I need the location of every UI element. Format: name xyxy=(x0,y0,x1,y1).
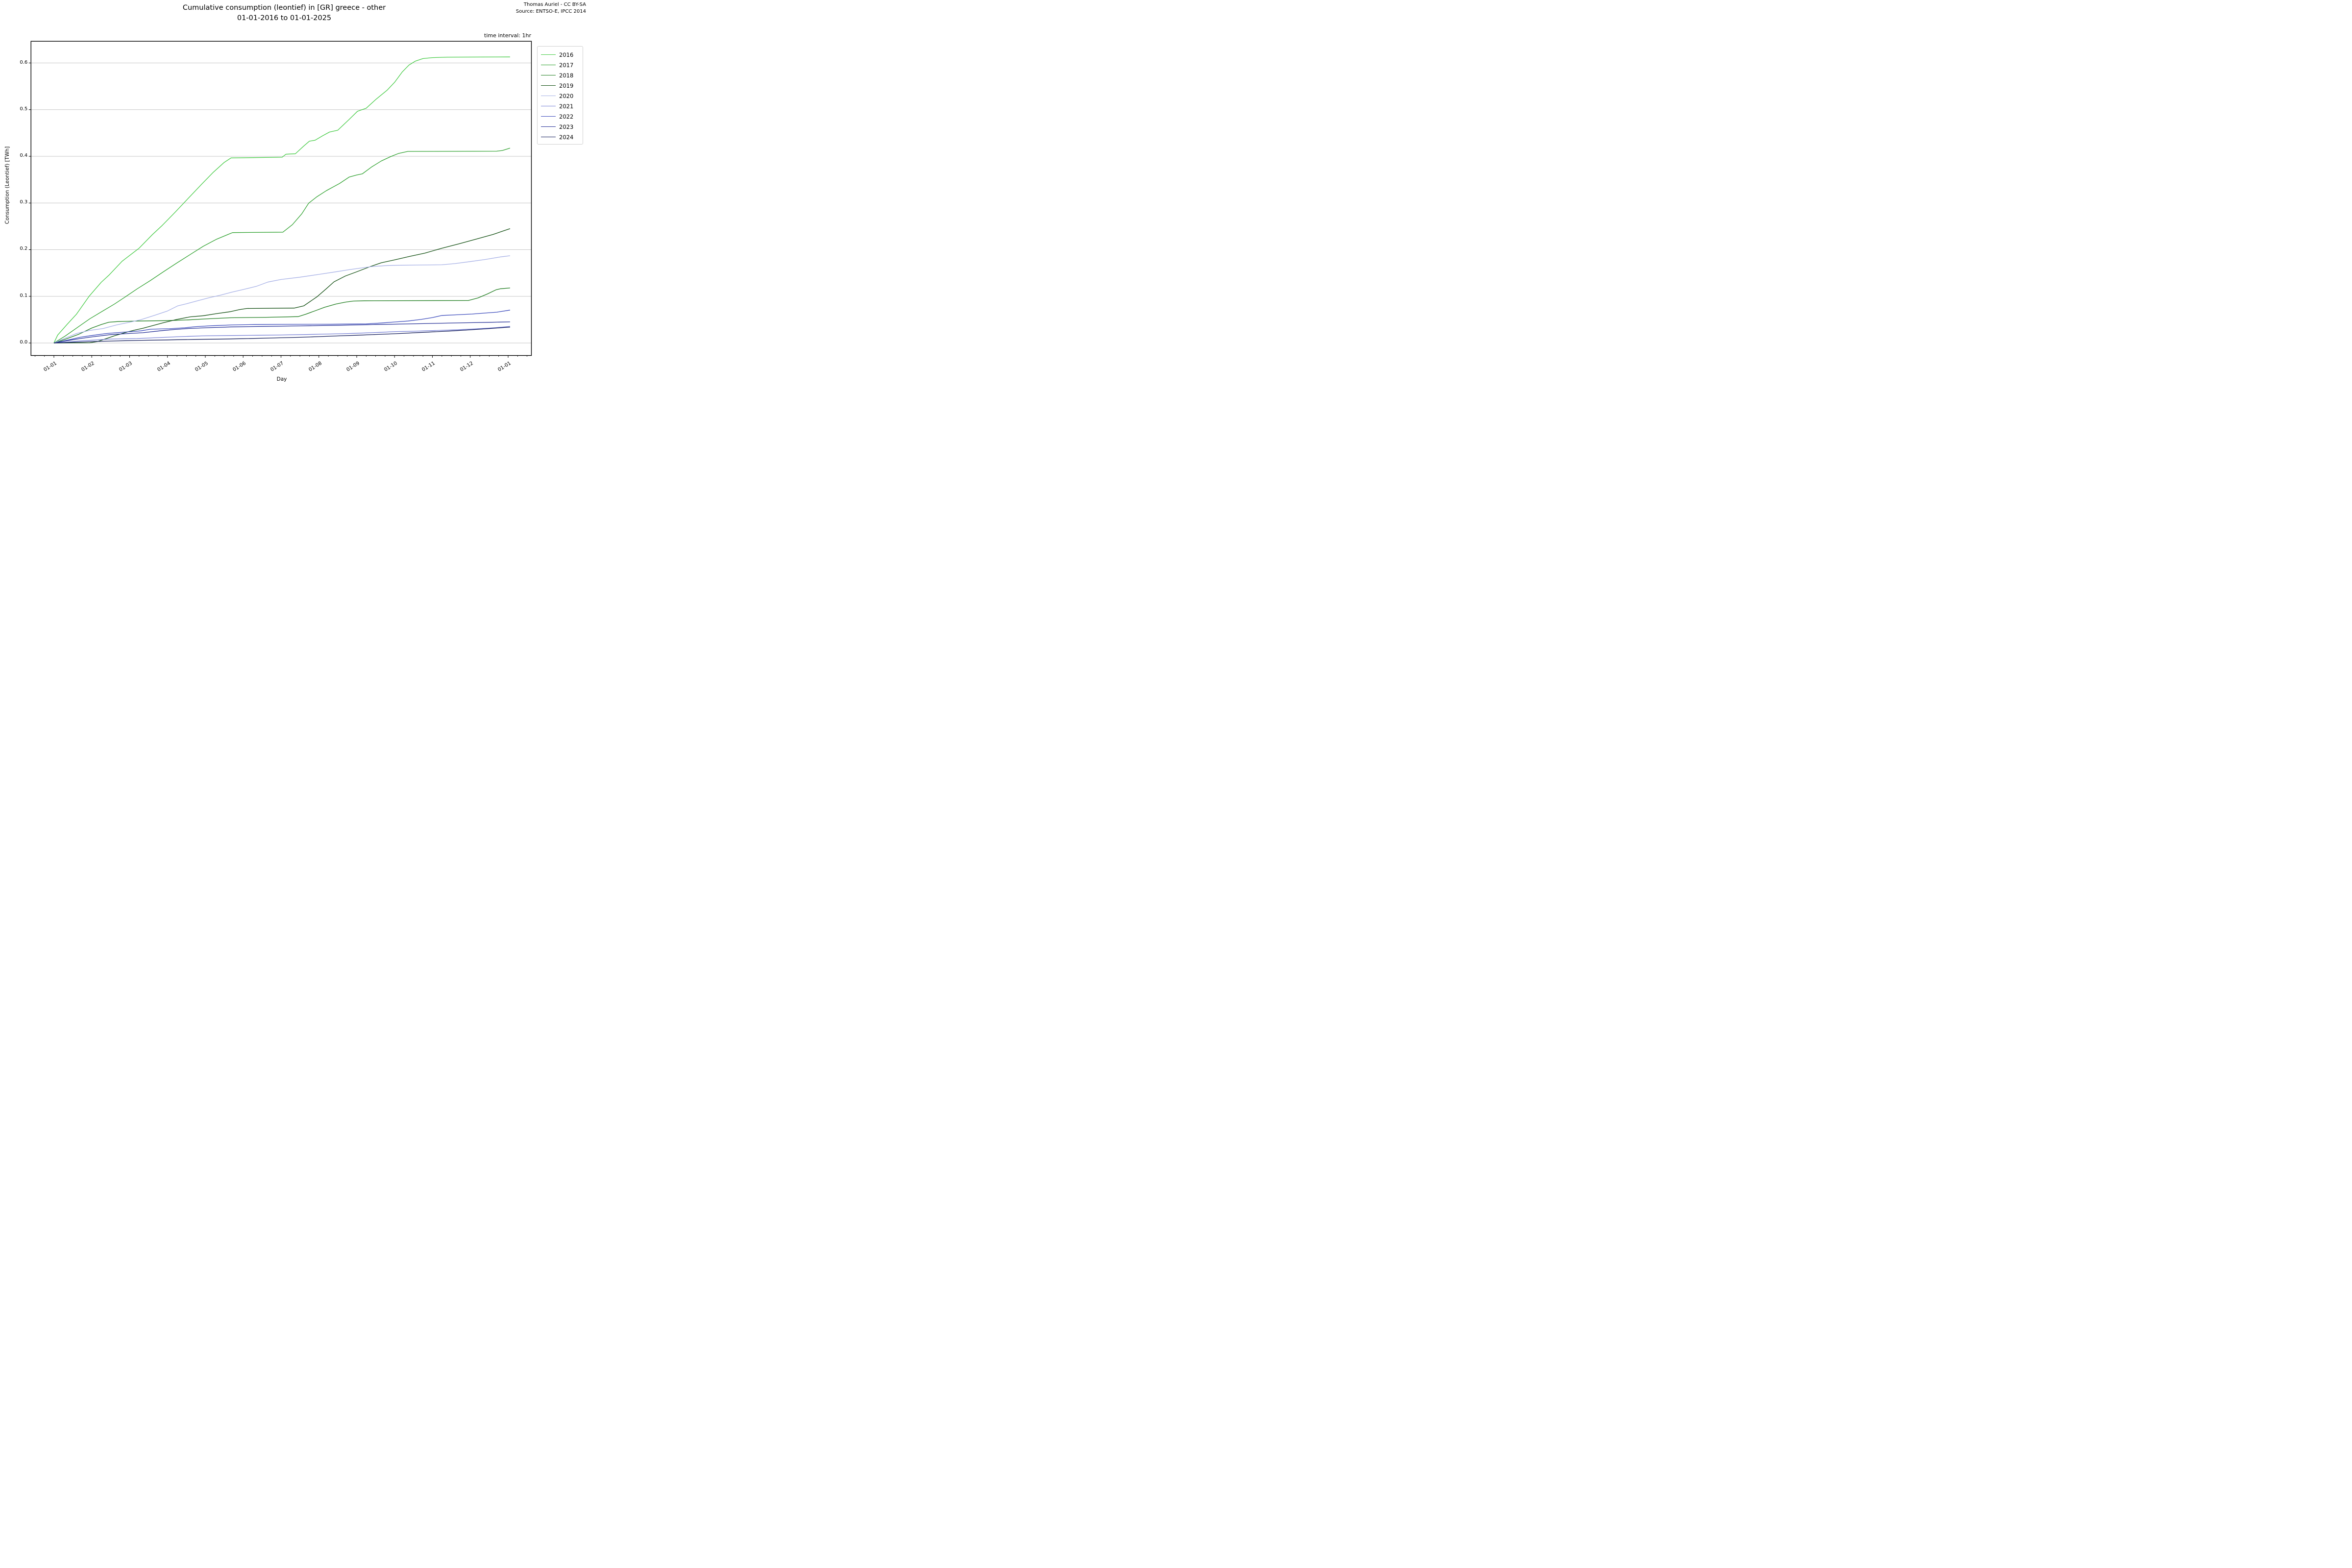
legend-item-2023: 2023 xyxy=(538,122,583,132)
legend-label: 2024 xyxy=(559,133,574,141)
legend-item-2018: 2018 xyxy=(538,70,583,80)
y-tick-label: 0.0 xyxy=(20,339,28,345)
credit-line1: Thomas Auriel - CC BY-SA xyxy=(523,2,586,7)
legend-item-2016: 2016 xyxy=(538,49,583,60)
legend-label: 2018 xyxy=(559,72,574,79)
legend-label: 2021 xyxy=(559,102,574,110)
series-line-2021 xyxy=(53,326,510,343)
legend-label: 2016 xyxy=(559,51,574,58)
y-tick-label: 0.6 xyxy=(20,59,28,65)
legend-label: 2020 xyxy=(559,92,574,99)
legend-item-2024: 2024 xyxy=(538,132,583,142)
y-tick-label: 0.5 xyxy=(20,106,28,112)
series-line-2022 xyxy=(53,310,511,343)
series-line-2024 xyxy=(53,326,510,343)
series-line-2023 xyxy=(53,321,510,343)
y-tick-label: 0.1 xyxy=(20,293,28,298)
series-line-2020 xyxy=(53,255,510,343)
chart-title: Cumulative consumption (leontief) in [GR… xyxy=(127,3,441,24)
series-line-2017 xyxy=(53,147,511,343)
series-line-2018 xyxy=(53,287,510,343)
y-axis-label: Consumption (Leontief) [TWh] xyxy=(4,146,10,224)
legend-line-swatch xyxy=(541,85,556,86)
time-interval-note: time interval: 1hr xyxy=(484,32,531,39)
legend-label: 2023 xyxy=(559,123,574,130)
y-tick-label: 0.2 xyxy=(20,246,28,252)
credit-line2: Source: ENTSO-E, IPCC 2014 xyxy=(515,9,586,14)
credit-text: Thomas Auriel - CC BY-SA Source: ENTSO-E… xyxy=(516,1,586,15)
legend-item-2019: 2019 xyxy=(538,80,583,91)
legend-item-2020: 2020 xyxy=(538,91,583,101)
legend-label: 2017 xyxy=(559,61,574,69)
chart-title-line1: Cumulative consumption (leontief) in [GR… xyxy=(182,4,386,12)
legend-item-2017: 2017 xyxy=(538,60,583,70)
series-line-2016 xyxy=(53,56,510,343)
legend-line-swatch xyxy=(541,116,556,117)
legend-label: 2019 xyxy=(559,82,574,89)
legend-line-swatch xyxy=(541,126,556,127)
legend-item-2021: 2021 xyxy=(538,101,583,111)
y-tick-label: 0.3 xyxy=(20,199,28,205)
legend-item-2022: 2022 xyxy=(538,111,583,122)
legend: 2016 2017 2018 2019 2020 2021 2022 2023 2024 xyxy=(537,46,583,145)
legend-label: 2022 xyxy=(559,113,574,120)
legend-line-swatch xyxy=(541,54,556,55)
chart-title-line2: 01-01-2016 to 01-01-2025 xyxy=(237,14,332,23)
x-axis-label: Day xyxy=(276,376,287,382)
plot-area xyxy=(28,41,532,358)
chart-figure: Cumulative consumption (leontief) in [GR… xyxy=(0,0,588,392)
y-tick-label: 0.4 xyxy=(20,153,28,159)
